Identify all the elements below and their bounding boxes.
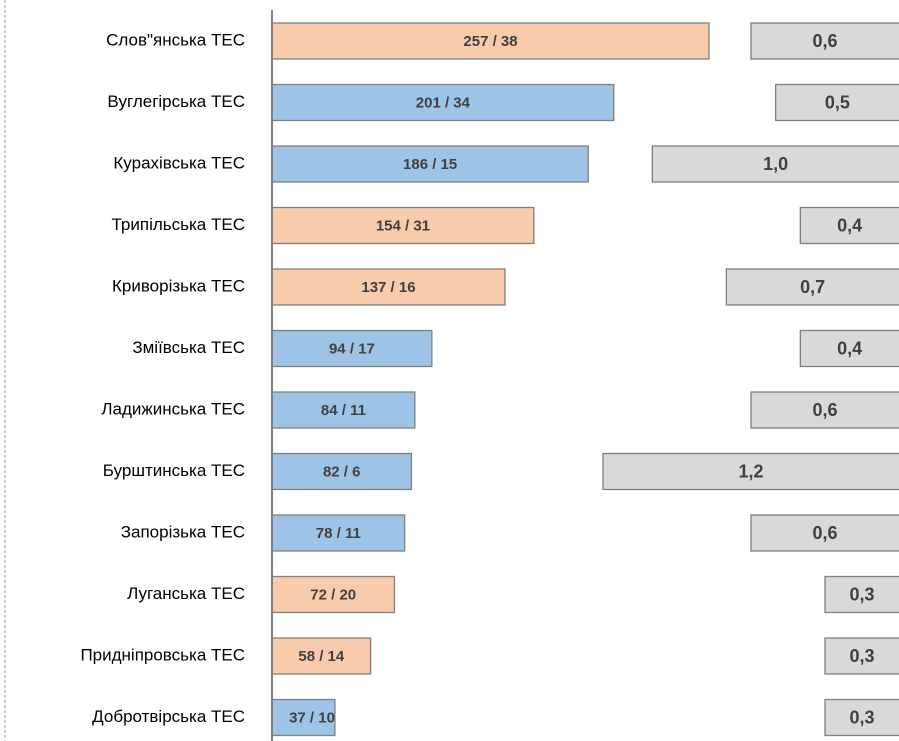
bar — [725, 268, 899, 306]
bar-label: 0,3 — [849, 707, 874, 727]
bar-label: 82 / 6 — [323, 463, 361, 480]
bar — [271, 268, 506, 306]
bar-label: 0,4 — [837, 215, 862, 235]
category-label: Придніпровська ТЕС — [80, 645, 245, 664]
bar — [775, 83, 899, 122]
bar — [750, 391, 899, 429]
bar-label: 186 / 15 — [403, 156, 457, 173]
bar — [824, 575, 899, 614]
bar — [750, 514, 899, 552]
bar-label: 0,6 — [812, 523, 837, 543]
bar — [271, 329, 433, 368]
category-label: Зміївська ТЕС — [132, 338, 245, 357]
bar-label: 0,3 — [849, 584, 874, 604]
bar — [799, 329, 899, 368]
category-label: Запорізька ТЕС — [121, 522, 245, 541]
bar — [271, 637, 372, 675]
bar-label: 78 / 11 — [316, 525, 361, 542]
category-label: Вуглегірська ТЕС — [107, 92, 245, 111]
bar — [271, 145, 589, 183]
bar — [271, 452, 413, 491]
bar-label: 201 / 34 — [416, 94, 471, 111]
bar — [602, 452, 899, 491]
bar — [799, 206, 899, 245]
bar — [651, 145, 899, 183]
bar-label: 58 / 14 — [298, 648, 345, 665]
category-label: Луганська ТЕС — [127, 584, 245, 603]
bar — [271, 22, 710, 60]
category-label: Курахівська ТЕС — [113, 153, 245, 172]
bar — [824, 637, 899, 675]
bar — [750, 22, 899, 60]
bar-label: 154 / 31 — [376, 217, 430, 234]
bar-label: 94 / 17 — [329, 340, 375, 357]
bar — [271, 514, 406, 552]
category-label: Криворізька ТЕС — [112, 276, 245, 295]
bar-label: 1,2 — [738, 461, 763, 481]
bar-label: 0,7 — [800, 277, 825, 297]
category-label: Добротвірська ТЕС — [92, 707, 245, 726]
bar-label: 84 / 11 — [321, 402, 366, 419]
bar-label: 0,5 — [825, 92, 850, 112]
bar-label: 0,4 — [837, 338, 862, 358]
category-label: Трипільська ТЕС — [112, 215, 246, 234]
bar-label: 0,3 — [849, 646, 874, 666]
bar — [271, 391, 416, 429]
category-label: Бурштинська ТЕС — [103, 461, 245, 480]
bar-label: 1,0 — [763, 154, 788, 174]
category-label: Слов"янська ТЕС — [106, 30, 245, 49]
category-label: Ладижинська ТЕС — [101, 399, 245, 418]
bar — [271, 83, 615, 122]
bar — [271, 575, 396, 614]
bar — [824, 698, 899, 737]
bar-label: 137 / 16 — [361, 279, 415, 296]
bar-label: 257 / 38 — [463, 33, 517, 50]
bar-label: 0,6 — [812, 31, 837, 51]
bar-label: 37 / 10 — [289, 709, 335, 726]
bar-label: 0,6 — [812, 400, 837, 420]
bar-label: 72 / 20 — [310, 586, 356, 603]
